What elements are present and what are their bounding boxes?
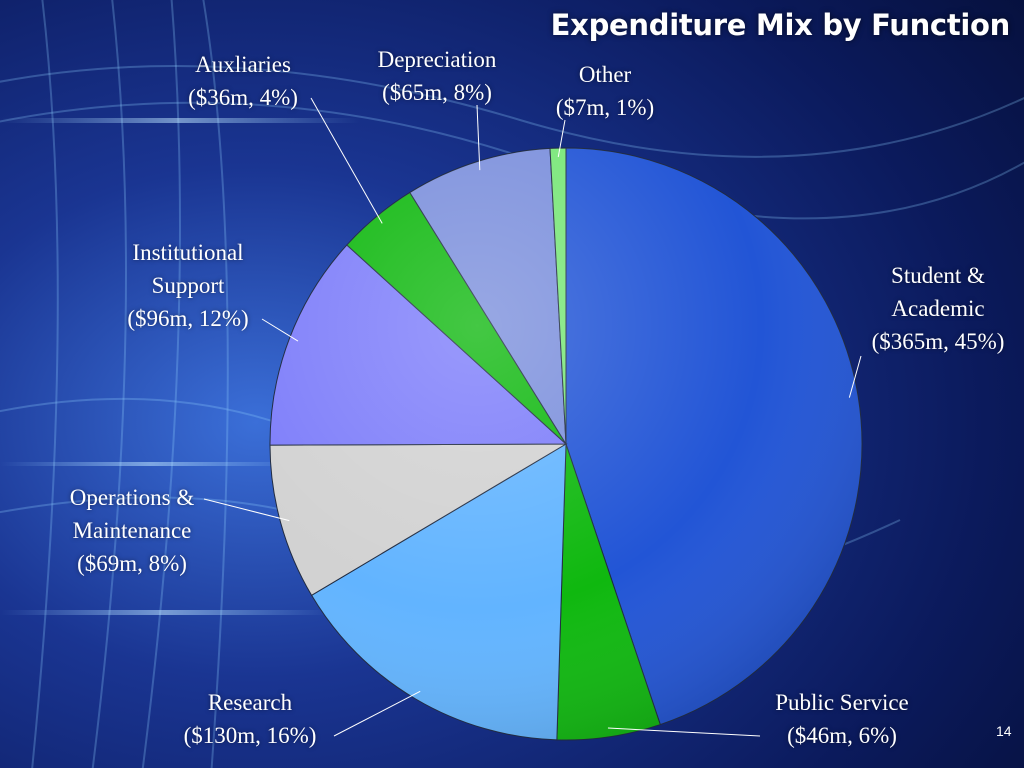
leader-line-public-service	[607, 727, 761, 737]
page-number: 14	[996, 723, 1012, 739]
label-research: Research ($130m, 16%)	[183, 690, 317, 748]
leader-line-research	[333, 690, 421, 737]
label-depreciation: Depreciation ($65m, 8%)	[377, 47, 497, 105]
leader-line-depreciation	[476, 104, 481, 171]
label-auxiliaries: Auxliaries ($36m, 4%)	[188, 52, 298, 110]
label-institutional-support: Institutional Support ($96m, 12%)	[127, 240, 249, 331]
label-other: Other ($7m, 1%)	[555, 62, 655, 120]
label-operations-maintenance: Operations & Maintenance ($69m, 8%)	[69, 485, 195, 576]
leader-line-auxiliaries	[310, 97, 383, 224]
slide-title: Expenditure Mix by Function	[550, 8, 1011, 42]
leader-line-institutional-support	[261, 318, 299, 342]
leader-line-other	[557, 119, 566, 158]
label-public-service: Public Service ($46m, 6%)	[775, 690, 909, 748]
leader-line-operations-maintenance	[203, 498, 290, 522]
leader-line-student-academic	[848, 355, 862, 398]
label-student-academic: Student & Academic ($365m, 45%)	[871, 263, 1005, 354]
